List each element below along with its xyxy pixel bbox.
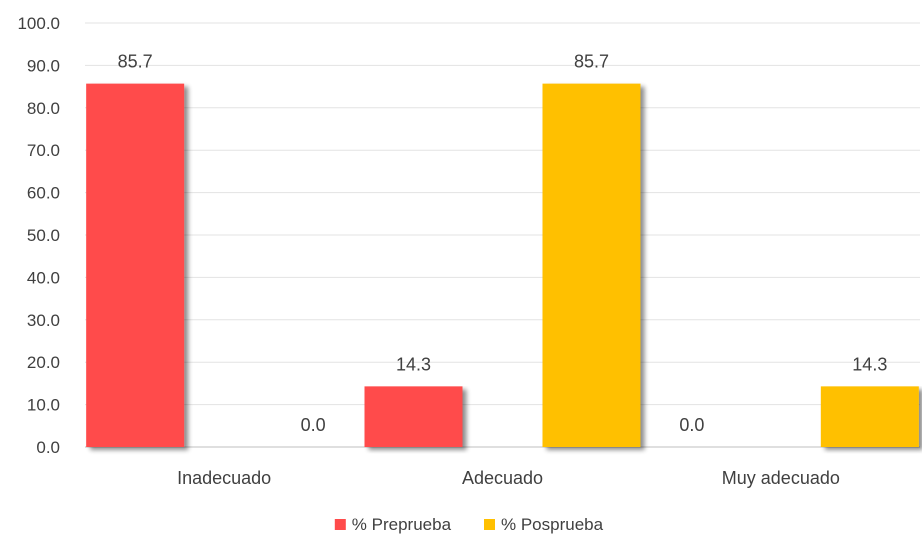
- legend-label: % Posprueba: [501, 515, 604, 534]
- bar: [820, 386, 919, 447]
- y-tick-label: 20.0: [27, 353, 60, 372]
- data-labels: 85.7 0.0 14.3 85.7 0.0 14.3: [118, 52, 888, 435]
- bar: [542, 83, 641, 447]
- data-label: 0.0: [679, 415, 704, 435]
- x-axis: Inadecuado Adecuado Muy adecuado: [177, 468, 840, 488]
- legend-swatch: [334, 519, 346, 530]
- bars: [86, 83, 919, 447]
- bar: [364, 386, 463, 447]
- y-tick-label: 0.0: [36, 438, 60, 457]
- y-tick-label: 30.0: [27, 311, 60, 330]
- y-tick-label: 70.0: [27, 141, 60, 160]
- data-label: 0.0: [301, 415, 326, 435]
- data-label: 14.3: [852, 354, 887, 374]
- legend-swatch: [484, 519, 495, 530]
- data-label: 14.3: [396, 354, 431, 374]
- y-tick-label: 80.0: [27, 99, 60, 118]
- y-axis: 0.0 10.0 20.0 30.0 40.0 50.0 60.0 70.0 80.0 90.0 1…: [17, 14, 60, 457]
- y-tick-label: 60.0: [27, 184, 60, 203]
- y-tick-label: 50.0: [27, 226, 60, 245]
- data-label: 85.7: [574, 52, 609, 72]
- legend-label: % Preprueba: [352, 515, 452, 534]
- y-tick-label: 40.0: [27, 268, 60, 287]
- gridlines: [85, 22, 920, 448]
- x-tick-label: Muy adecuado: [722, 468, 840, 488]
- data-label: 85.7: [118, 52, 153, 72]
- legend: % Preprueba % Posprueba: [334, 515, 604, 534]
- x-tick-label: Adecuado: [462, 468, 543, 488]
- y-tick-label: 10.0: [27, 396, 60, 415]
- y-tick-label: 90.0: [27, 56, 60, 75]
- y-tick-label: 100.0: [17, 14, 60, 33]
- bar: [86, 83, 185, 447]
- x-tick-label: Inadecuado: [177, 468, 271, 488]
